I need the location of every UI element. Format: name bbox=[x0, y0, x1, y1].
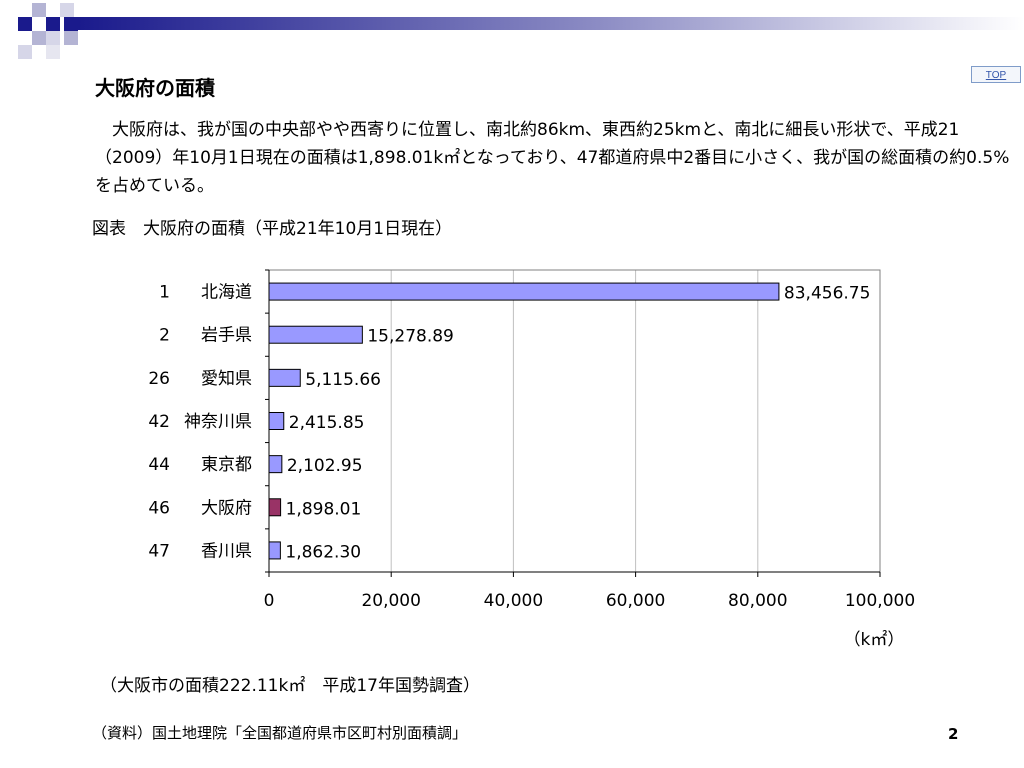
category-name-label: 愛知県 bbox=[201, 369, 252, 389]
bar bbox=[268, 368, 301, 387]
category-rank-label: 46 bbox=[148, 498, 170, 518]
data-label: 2,415.85 bbox=[289, 413, 365, 433]
category-name-label: 東京都 bbox=[201, 455, 252, 475]
category-rank-label: 26 bbox=[148, 369, 170, 389]
category-name-label: 大阪府 bbox=[201, 498, 252, 518]
x-tick-label: 20,000 bbox=[361, 591, 420, 611]
bar bbox=[268, 412, 285, 430]
category-name-label: 神奈川県 bbox=[184, 412, 252, 432]
x-tick-label: 80,000 bbox=[728, 591, 787, 611]
bar bbox=[268, 498, 282, 517]
category-name-label: 岩手県 bbox=[201, 326, 252, 346]
bar bbox=[268, 455, 283, 474]
page-number: 2 bbox=[948, 725, 959, 743]
category-name-label: 香川県 bbox=[201, 541, 252, 561]
x-tick-label: 100,000 bbox=[845, 591, 915, 611]
category-rank-label: 47 bbox=[148, 541, 170, 561]
osaka-city-area-note: （大阪市の面積222.11k㎡ 平成17年国勢調査） bbox=[100, 676, 480, 696]
data-label: 83,456.75 bbox=[784, 284, 871, 304]
x-tick-label: 0 bbox=[264, 591, 275, 611]
data-label: 15,278.89 bbox=[367, 327, 454, 347]
data-label: 1,898.01 bbox=[286, 499, 362, 519]
area-bar-chart: 0 20,000 40,000 60,000 80,000 100,000 （k㎡） 1 北海道… bbox=[148, 269, 915, 650]
body-paragraph: 大阪府は、我が国の中央部やや西寄りに位置し、南北約86km、東西約25kmと、南… bbox=[95, 120, 1010, 196]
bar bbox=[268, 325, 363, 344]
bar bbox=[268, 282, 780, 301]
category-rank-label: 42 bbox=[148, 412, 170, 432]
data-label: 5,115.66 bbox=[305, 370, 381, 390]
header-decoration bbox=[18, 3, 1024, 59]
x-axis-unit-label: （k㎡） bbox=[844, 630, 905, 650]
top-link-button[interactable]: TOP bbox=[971, 66, 1021, 83]
data-label: 1,862.30 bbox=[285, 542, 361, 562]
x-tick-label: 60,000 bbox=[606, 591, 665, 611]
category-rank-label: 2 bbox=[159, 326, 170, 346]
bar bbox=[268, 541, 281, 560]
source-citation: （資料）国土地理院「全国都道府県市区町村別面積調」 bbox=[92, 724, 468, 742]
category-rank-label: 1 bbox=[159, 283, 170, 303]
figure-caption: 図表 大阪府の面積（平成21年10月1日現在） bbox=[92, 219, 453, 239]
category-rank-label: 44 bbox=[148, 455, 170, 475]
x-tick-label: 40,000 bbox=[484, 591, 543, 611]
data-label: 2,102.95 bbox=[287, 456, 363, 476]
page-title: 大阪府の面積 bbox=[95, 76, 215, 100]
category-name-label: 北海道 bbox=[201, 283, 252, 303]
